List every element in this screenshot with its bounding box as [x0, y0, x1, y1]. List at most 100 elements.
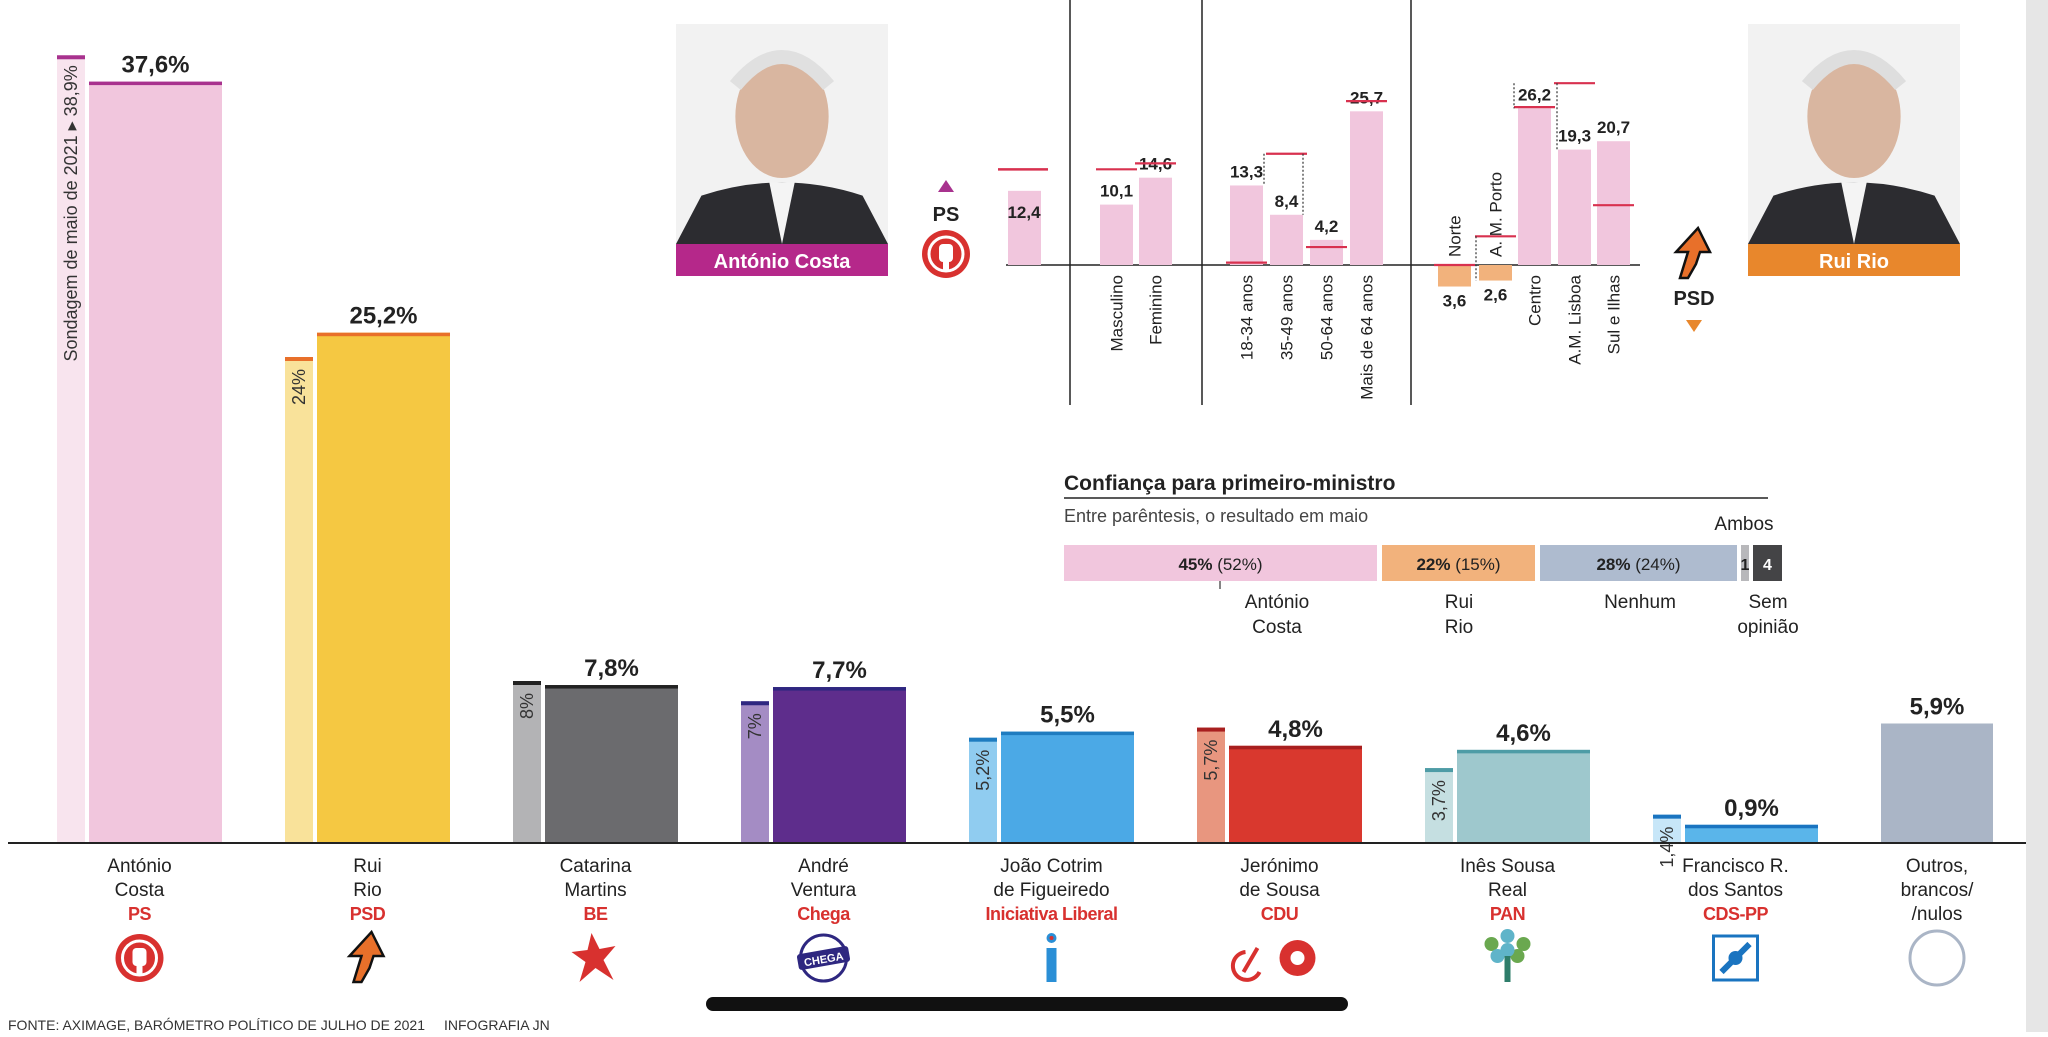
confidence-title: Confiança para primeiro-ministro [1064, 472, 1395, 495]
current-bar-cap [1685, 824, 1818, 829]
candidate-name-line: Rio [353, 880, 382, 901]
current-bar-cap [89, 81, 222, 86]
candidate-name-line: Martins [564, 880, 626, 901]
demo-category-label: A.M. Lisboa [1566, 274, 1585, 364]
demo-bar [1438, 265, 1471, 287]
previous-label: 8% [517, 693, 537, 719]
confidence-segment-4: 4 Sem opinião [1737, 545, 1799, 638]
candidate-group-5: 5,7% 4,8% Jerónimo de Sousa CDU [1197, 716, 1362, 982]
demo-bar [1597, 141, 1630, 265]
demo-category-label: Sul e Ilhas [1605, 275, 1624, 354]
current-bar [773, 687, 906, 843]
portrait-name-band [676, 244, 888, 276]
previous-label: 7% [745, 713, 765, 739]
candidate-name-line: brancos/ [1901, 880, 1975, 901]
demo-bar-group-0: 10,1 Masculino [1096, 168, 1137, 352]
demo-value-label: 26,2 [1518, 85, 1551, 104]
ps-logo-fist [132, 948, 147, 966]
others-circle-icon [1908, 929, 1966, 987]
il-bar [1046, 948, 1057, 982]
candidate-name-line: Rui [353, 856, 382, 877]
current-bar-cap [317, 332, 450, 337]
value-label: 0,9% [1724, 795, 1779, 822]
be-star-icon [571, 933, 616, 982]
demo-bar-group-9: 19,3 A.M. Lisboa [1554, 82, 1595, 365]
candidate-group-4: 5,2% 5,5% João Cotrim de Figueiredo Iniciati… [969, 702, 1134, 982]
candidate-name: Francisco R. dos Santos [1682, 856, 1789, 901]
portrait-hair [1801, 50, 1907, 91]
confidence-value-previous: (15%) [1450, 555, 1500, 574]
previous-bar [513, 681, 541, 843]
demo-bar-group-10: 20,7 Sul e Ilhas [1593, 118, 1634, 354]
confidence-bar [1382, 545, 1535, 581]
vertical-scrollbar[interactable] [2026, 0, 2048, 1032]
candidate-group-7: 1,4% 0,9% Francisco R. dos Santos CDS-PP [1653, 795, 1818, 982]
demo-bar [1230, 185, 1263, 265]
current-bar-cap [1457, 749, 1590, 754]
demo-bar [1310, 239, 1343, 265]
rui-rio-portrait: Rui Rio [1748, 24, 1960, 276]
demo-bar [1270, 214, 1303, 265]
demo-category-label: Masculino [1108, 275, 1127, 352]
ps-fist-icon [922, 230, 970, 278]
confidence-value: 28% (24%) [1596, 555, 1680, 574]
demo-bar-group-3: 8,4 35-49 anos [1266, 152, 1307, 360]
cds-frame [1712, 934, 1759, 982]
portrait-shirt [769, 182, 795, 244]
value-label: 5,5% [1040, 702, 1095, 729]
current-bar [1685, 824, 1818, 843]
current-bar [545, 685, 678, 843]
demo-bar [1558, 149, 1591, 265]
demo-category-label: Norte [1446, 215, 1465, 257]
candidate-name-line: Ventura [791, 880, 857, 901]
previous-label: 3,7% [1429, 780, 1449, 821]
demo-bar-group-5: 25,7 Mais de 64 anos [1346, 88, 1387, 400]
previous-bar-cap [969, 737, 997, 742]
candidate-name: Catarina Martins [560, 856, 632, 901]
candidate-name: António Costa [107, 856, 171, 901]
psd-arrow [1673, 225, 1713, 280]
confidence-subtitle: Entre parêntesis, o resultado em maio [1064, 506, 1368, 526]
previous-bar-cap [1425, 768, 1453, 773]
current-bar [1881, 723, 1993, 843]
candidate-name-line: /nulos [1912, 904, 1963, 925]
party-label: CDS-PP [1703, 904, 1769, 924]
home-indicator[interactable] [706, 997, 1348, 1011]
candidate-name: Inês Sousa Real [1460, 856, 1555, 901]
chega-badge-icon: CHEGA [796, 933, 851, 983]
demo-bar-group-6: 3,6 Norte [1434, 215, 1475, 311]
source-note: FONTE: AXIMAGE, BARÓMETRO POLÍTICO DE JU… [8, 1017, 425, 1032]
confidence-segment-0: 45% (52%) António Costa [1064, 545, 1377, 638]
confidence-value-main: 22% [1416, 555, 1450, 574]
pan-trunk [1504, 956, 1511, 982]
current-bar-cap [773, 687, 906, 691]
previous-bar-cap [285, 357, 313, 361]
psd-label: PSD [1673, 288, 1714, 310]
ps-label: PS [933, 204, 960, 226]
current-bar [89, 81, 222, 844]
previous-bar [57, 55, 85, 843]
demo-value-label: 20,7 [1597, 118, 1630, 137]
ps-logo-wrist [943, 260, 949, 270]
candidate-name-line: de Sousa [1239, 880, 1320, 901]
current-bar-cap [1881, 723, 1993, 728]
confidence-segment-label: Nenhum [1604, 592, 1676, 613]
candidate-group-8: 5,9% Outros, brancos/ /nulos [1881, 694, 1993, 987]
confidence-segment-1: 22% (15%) Rui Rio [1382, 545, 1535, 638]
demo-value-label: 2,6 [1484, 286, 1508, 305]
antonio-costa-portrait: António Costa [676, 24, 888, 276]
up-triangle-icon [938, 180, 954, 192]
portrait-name: Rui Rio [1819, 251, 1889, 273]
candidate-group-0: Sondagem de maio de 2021 ▸ 38,9% 37,6% Ant… [57, 52, 222, 982]
confidence-value-main: 45% [1178, 555, 1212, 574]
demo-value-label: 8,4 [1275, 192, 1299, 211]
pan-leaf [1500, 943, 1515, 957]
demo-bar [1479, 265, 1512, 281]
main-bar-chart: Sondagem de maio de 2021 ▸ 38,9% 37,6% Ant… [8, 52, 2026, 987]
cds-icon [1712, 934, 1759, 982]
pan-leaf [1516, 937, 1531, 951]
confidence-segment-label: Rio [1445, 617, 1474, 638]
